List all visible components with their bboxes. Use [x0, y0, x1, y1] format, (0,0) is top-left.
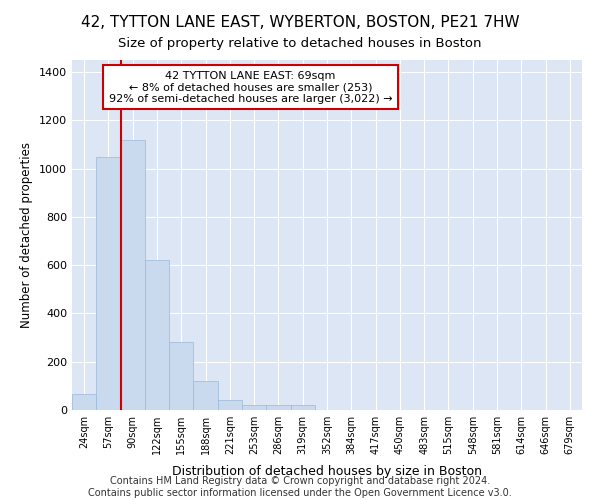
- Bar: [193, 381, 218, 410]
- Bar: [96, 156, 121, 410]
- Bar: [266, 405, 290, 410]
- X-axis label: Distribution of detached houses by size in Boston: Distribution of detached houses by size …: [172, 466, 482, 478]
- Text: 42, TYTTON LANE EAST, WYBERTON, BOSTON, PE21 7HW: 42, TYTTON LANE EAST, WYBERTON, BOSTON, …: [80, 15, 520, 30]
- Text: Size of property relative to detached houses in Boston: Size of property relative to detached ho…: [118, 38, 482, 51]
- Text: Contains HM Land Registry data © Crown copyright and database right 2024.
Contai: Contains HM Land Registry data © Crown c…: [88, 476, 512, 498]
- Bar: [218, 400, 242, 410]
- Text: 42 TYTTON LANE EAST: 69sqm
← 8% of detached houses are smaller (253)
92% of semi: 42 TYTTON LANE EAST: 69sqm ← 8% of detac…: [109, 70, 392, 104]
- Bar: [290, 405, 315, 410]
- Bar: [242, 405, 266, 410]
- Bar: [121, 140, 145, 410]
- Bar: [145, 260, 169, 410]
- Bar: [72, 394, 96, 410]
- Bar: [169, 342, 193, 410]
- Y-axis label: Number of detached properties: Number of detached properties: [20, 142, 34, 328]
